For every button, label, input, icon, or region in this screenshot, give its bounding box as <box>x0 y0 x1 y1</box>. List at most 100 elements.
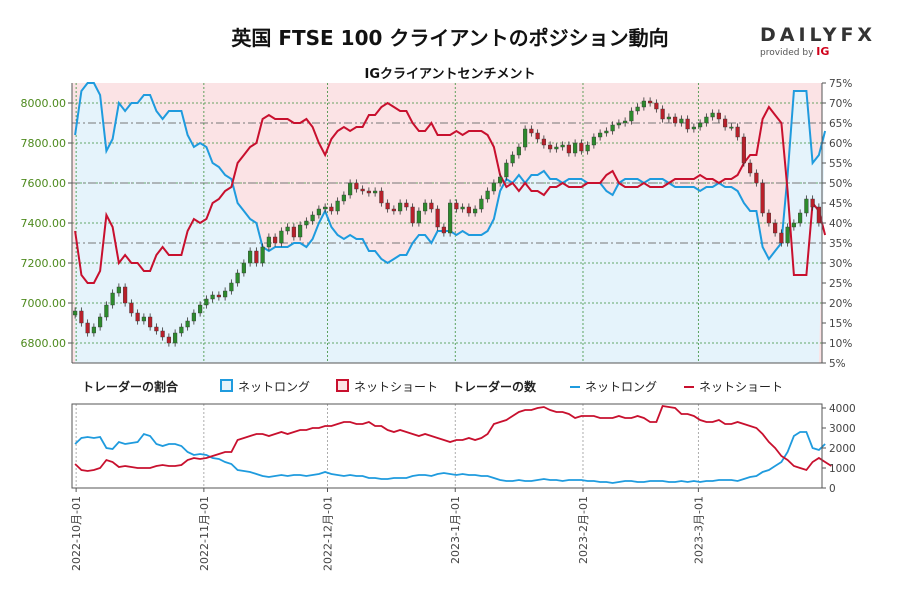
date-tick-label: 2022-11月-01 <box>198 496 211 571</box>
pct-tick-label: 45% <box>829 198 852 210</box>
count-tick-label: 2000 <box>829 443 856 455</box>
candle-body <box>491 182 496 192</box>
candle-body <box>766 212 771 224</box>
candle-body <box>735 126 740 138</box>
candle-body <box>335 200 340 212</box>
candle-body <box>416 210 421 224</box>
candle-body <box>516 146 521 156</box>
candle-body <box>116 286 121 294</box>
candle-body <box>341 194 346 202</box>
candle-body <box>366 190 371 194</box>
legend-count-long-swatch <box>570 386 580 388</box>
candle-body <box>204 298 209 306</box>
candle-body <box>660 108 665 120</box>
pct-tick-label: 20% <box>829 298 852 310</box>
candle-body <box>104 304 109 318</box>
candle-body <box>816 206 821 224</box>
candle-body <box>679 118 684 124</box>
candle-body <box>323 206 328 210</box>
candle-body <box>560 144 565 148</box>
candle-body <box>723 118 728 128</box>
candle-body <box>223 290 228 298</box>
candle-body <box>666 116 671 120</box>
candle-body <box>810 198 815 208</box>
pct-tick-label: 60% <box>829 138 852 150</box>
candle-body <box>198 304 203 314</box>
candle-body <box>141 316 146 322</box>
pct-tick-label: 5% <box>829 358 846 370</box>
legend-count-short-label: ネットショート <box>699 380 784 394</box>
legend-ratio-short: ネットショート <box>336 378 438 395</box>
candle-body <box>98 316 103 328</box>
candle-body <box>166 336 171 344</box>
candle-body <box>648 100 653 104</box>
price-tick-label: 7400.00 <box>21 217 67 230</box>
long-count-line <box>74 431 826 484</box>
candle-body <box>79 310 84 324</box>
candle-body <box>248 250 253 264</box>
candle-body <box>185 320 190 328</box>
date-tick-label: 2023-2月-01 <box>577 496 590 564</box>
candle-body <box>173 332 178 344</box>
candle-body <box>779 232 784 244</box>
date-tick-label: 2023-3月-01 <box>692 496 705 564</box>
date-tick-label: 2022-10月-01 <box>70 496 83 571</box>
legend-count-short: ネットショート <box>684 378 783 395</box>
chart-legend: トレーダーの割合 ネットロング ネットショート トレーダーの数 ネットロング ネ… <box>72 378 832 396</box>
candle-body <box>535 132 540 140</box>
candle-body <box>610 124 615 132</box>
candle-body <box>548 144 553 150</box>
legend-count-heading: トレーダーの数 <box>452 380 537 394</box>
candle-body <box>760 182 765 214</box>
candle-body <box>279 230 284 244</box>
candle-body <box>754 172 759 184</box>
pct-tick-label: 35% <box>829 238 852 250</box>
candle-body <box>316 208 321 216</box>
candle-body <box>410 206 415 224</box>
brand-ig: IG <box>816 45 830 58</box>
candle-body <box>623 120 628 124</box>
candle-body <box>179 326 184 334</box>
candle-body <box>391 208 396 212</box>
count-tick-label: 3000 <box>829 423 856 435</box>
legend-ratio-long-label: ネットロング <box>238 380 311 394</box>
date-tick-label: 2022-12月-01 <box>321 496 334 571</box>
legend-ratio-short-label: ネットショート <box>354 380 439 394</box>
candle-body <box>804 198 809 214</box>
candle-body <box>404 202 409 208</box>
legend-count-long: ネットロング <box>570 378 657 395</box>
candle-body <box>348 182 353 196</box>
price-tick-label: 6800.00 <box>21 337 67 350</box>
brand-provided-by: provided by <box>760 48 814 58</box>
candle-body <box>598 132 603 138</box>
pct-tick-label: 70% <box>829 98 852 110</box>
candle-body <box>441 226 446 234</box>
candle-body <box>773 222 778 234</box>
candle-body <box>579 142 584 152</box>
candle-body <box>641 100 646 108</box>
candle-body <box>398 202 403 212</box>
brand-name-a: DAILY <box>760 24 841 46</box>
chart-title: 英国 FTSE 100 クライアントのポジション動向 <box>231 26 669 50</box>
brand-name-b: FX <box>840 24 877 46</box>
price-tick-label: 7200.00 <box>21 257 67 270</box>
pct-tick-label: 55% <box>829 158 852 170</box>
candle-body <box>485 190 490 200</box>
price-tick-label: 7600.00 <box>21 177 67 190</box>
price-tick-label: 7800.00 <box>21 137 67 150</box>
candle-body <box>479 198 484 210</box>
pct-tick-label: 25% <box>829 278 852 290</box>
candle-body <box>685 118 690 130</box>
candle-body <box>273 236 278 244</box>
candle-body <box>291 226 296 238</box>
candle-body <box>216 294 221 298</box>
count-tick-label: 1000 <box>829 463 856 475</box>
candle-body <box>510 154 515 164</box>
candle-body <box>654 102 659 110</box>
candle-body <box>635 106 640 112</box>
candle-body <box>423 202 428 212</box>
candle-body <box>210 294 215 300</box>
candle-body <box>304 220 309 226</box>
candle-body <box>729 126 734 129</box>
